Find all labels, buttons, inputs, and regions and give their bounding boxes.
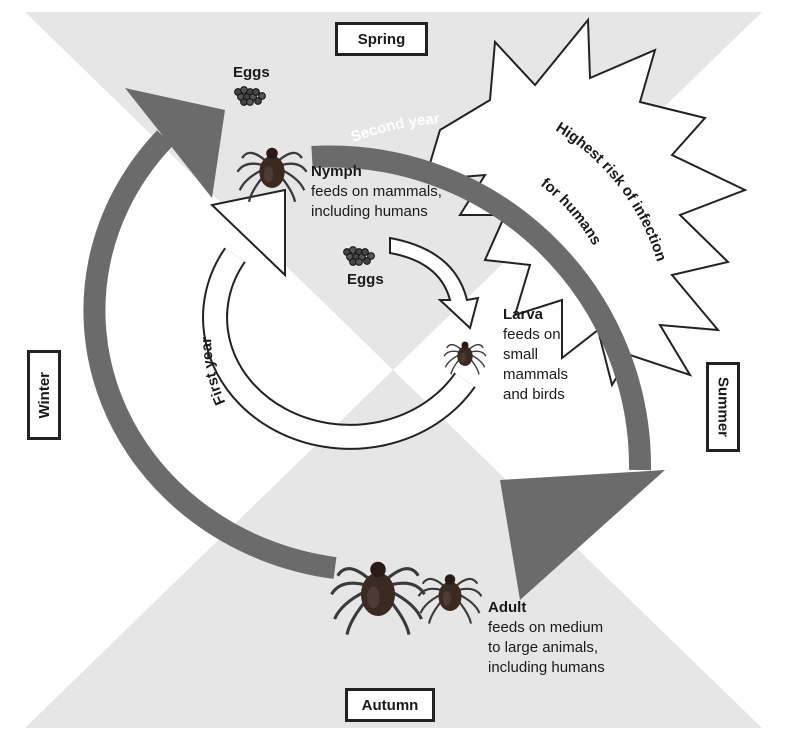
larva-label: Larva feeds on small mammals and birds [503,306,569,403]
risk-burst [423,17,748,388]
adult-label: Adult feeds on medium to large animals, … [488,599,605,676]
second-year-arrowhead [500,470,665,600]
eggs-top-label: Eggs [233,64,270,81]
eggs-center-label: Eggs [347,271,384,288]
nymph-label: Nymph feeds on mammals, including humans [311,163,442,220]
season-spring: Spring [335,22,428,56]
season-summer: Summer [706,362,740,452]
second-year-arrow [311,145,652,471]
season-spring-label: Spring [357,30,406,48]
season-autumn-label: Autumn [361,696,419,714]
eggs-to-larva-arrow [389,236,480,330]
season-winter: Winter [27,350,61,440]
background-bottom-triangle [25,370,762,728]
winter-arrowhead [125,88,225,198]
first-year-arrowhead [209,188,286,278]
winter-arrow [83,130,337,579]
season-winter-label: Winter [35,371,53,419]
season-autumn: Autumn [345,688,435,722]
larva-tick-icon [443,340,487,376]
season-summer-label: Summer [714,376,732,438]
